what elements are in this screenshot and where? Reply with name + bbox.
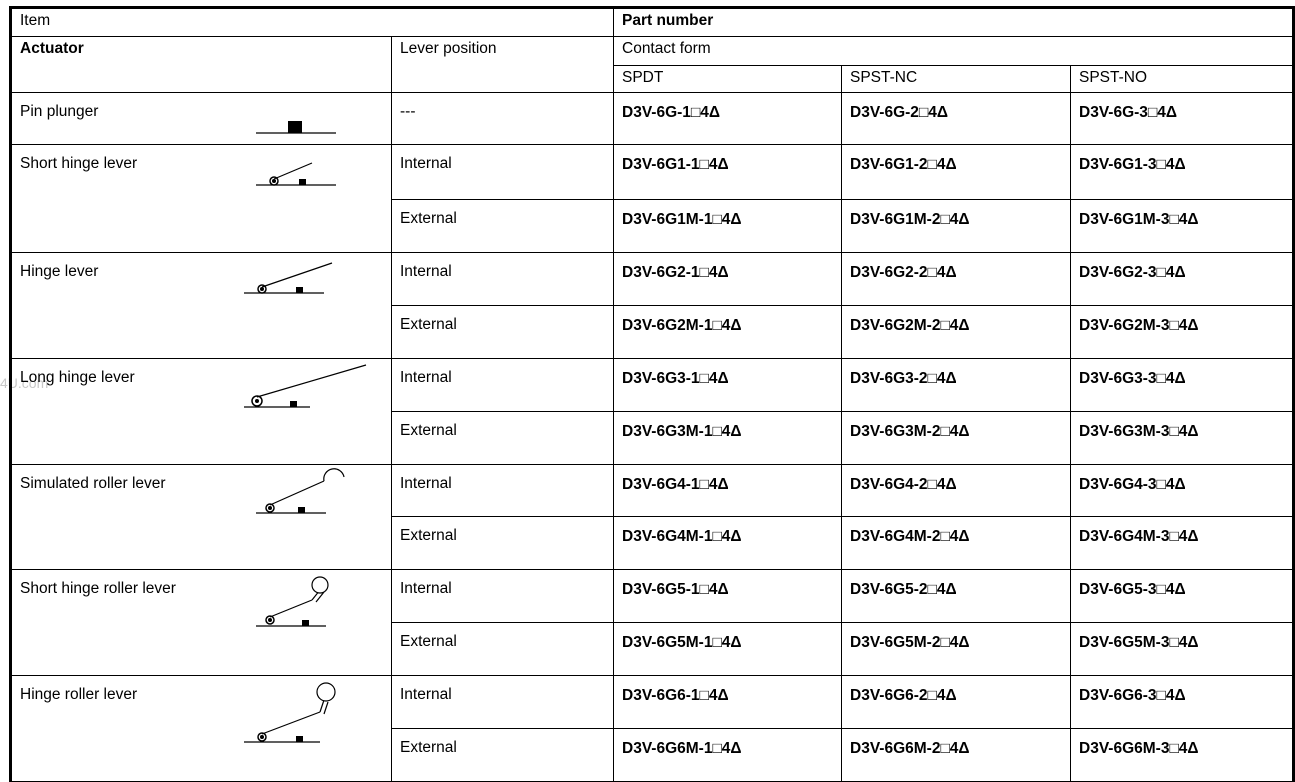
actuator-cell: Short hinge lever <box>9 143 392 253</box>
lever-position: Internal <box>391 143 614 201</box>
part-number-spst-nc: D3V-6G4-2□4Δ <box>841 463 1071 518</box>
part-number-spst-no: D3V-6G1-3□4Δ <box>1069 143 1295 201</box>
header-part-number: Part number <box>612 6 1295 37</box>
lever-position: Internal <box>391 357 614 412</box>
actuator-cell: Pin plunger <box>9 92 392 145</box>
actuator-label: Pin plunger <box>20 103 99 121</box>
part-number-spst-nc: D3V-6G2M-2□4Δ <box>841 304 1071 359</box>
actuator-label: Short hinge lever <box>20 154 138 172</box>
part-number-spdt: D3V-6G6-1□4Δ <box>613 675 842 729</box>
header-lever-position: Lever position <box>391 35 614 94</box>
part-number-spst-no: D3V-6G3M-3□4Δ <box>1069 410 1295 465</box>
part-number-spst-nc: D3V-6G5-2□4Δ <box>841 569 1071 624</box>
header-contact-form: Contact form <box>612 35 1295 66</box>
simulated-roller-lever-icon <box>256 467 345 514</box>
lever-position: External <box>391 727 614 782</box>
part-number-spst-no: D3V-6G6M-3□4Δ <box>1069 727 1295 782</box>
part-number-spst-no: D3V-6G5-3□4Δ <box>1069 569 1295 624</box>
part-number-spst-no: D3V-6G-3□4Δ <box>1069 92 1295 145</box>
part-number-spdt: D3V-6G6M-1□4Δ <box>613 727 842 782</box>
part-number-spdt: D3V-6G2-1□4Δ <box>613 251 842 306</box>
part-number-spst-no: D3V-6G6-3□4Δ <box>1069 675 1295 729</box>
long-hinge-lever-icon <box>244 364 367 408</box>
hinge-roller-lever-icon <box>244 682 336 743</box>
short-hinge-roller-lever-icon <box>256 576 329 627</box>
lever-position: Internal <box>391 569 614 624</box>
part-number-spst-nc: D3V-6G1-2□4Δ <box>841 143 1071 201</box>
part-number-spst-no: D3V-6G2-3□4Δ <box>1069 251 1295 306</box>
header-actuator: Actuator <box>9 35 392 94</box>
lever-position: --- <box>391 92 614 145</box>
actuator-label: Simulated roller lever <box>20 474 166 492</box>
actuator-cell: Short hinge roller lever <box>9 569 392 677</box>
part-number-spdt: D3V-6G4-1□4Δ <box>613 463 842 518</box>
part-number-spst-no: D3V-6G1M-3□4Δ <box>1069 199 1295 253</box>
part-number-spst-no: D3V-6G3-3□4Δ <box>1069 357 1295 412</box>
part-number-spst-nc: D3V-6G-2□4Δ <box>841 92 1071 145</box>
part-number-spst-no: D3V-6G4-3□4Δ <box>1069 463 1295 518</box>
lever-position: Internal <box>391 463 614 518</box>
header-item: Item <box>9 6 614 37</box>
actuator-cell: Simulated roller lever <box>9 463 392 571</box>
part-number-spst-nc: D3V-6G6M-2□4Δ <box>841 727 1071 782</box>
lever-position: External <box>391 304 614 359</box>
actuator-label: Long hinge lever <box>20 368 135 386</box>
header-spst-nc: SPST-NC <box>841 64 1071 94</box>
lever-position: External <box>391 410 614 465</box>
short-hinge-lever-icon <box>256 162 336 186</box>
part-number-spst-nc: D3V-6G3M-2□4Δ <box>841 410 1071 465</box>
actuator-cell: Hinge roller lever <box>9 675 392 782</box>
actuator-label: Short hinge roller lever <box>20 580 176 598</box>
part-number-spst-nc: D3V-6G6-2□4Δ <box>841 675 1071 729</box>
actuator-label: Hinge lever <box>20 262 99 280</box>
part-number-spst-nc: D3V-6G5M-2□4Δ <box>841 622 1071 677</box>
lever-position: Internal <box>391 675 614 729</box>
actuator-cell: Long hinge lever <box>9 357 392 465</box>
header-spst-no: SPST-NO <box>1069 64 1295 94</box>
part-number-spst-nc: D3V-6G1M-2□4Δ <box>841 199 1071 253</box>
lever-position: External <box>391 199 614 253</box>
lever-position: External <box>391 516 614 571</box>
actuator-cell: Hinge lever <box>9 251 392 359</box>
part-number-spdt: D3V-6G1M-1□4Δ <box>613 199 842 253</box>
part-number-spdt: D3V-6G5-1□4Δ <box>613 569 842 624</box>
header-spdt: SPDT <box>613 64 842 94</box>
part-number-spdt: D3V-6G2M-1□4Δ <box>613 304 842 359</box>
part-number-spst-nc: D3V-6G2-2□4Δ <box>841 251 1071 306</box>
part-number-spst-no: D3V-6G5M-3□4Δ <box>1069 622 1295 677</box>
part-number-spst-no: D3V-6G4M-3□4Δ <box>1069 516 1295 571</box>
part-number-spst-nc: D3V-6G4M-2□4Δ <box>841 516 1071 571</box>
lever-position: External <box>391 622 614 677</box>
part-number-spdt: D3V-6G3M-1□4Δ <box>613 410 842 465</box>
actuator-label: Hinge roller lever <box>20 686 138 704</box>
part-number-table: Item Part number Actuator Lever position… <box>9 6 1295 782</box>
part-number-spst-no: D3V-6G2M-3□4Δ <box>1069 304 1295 359</box>
part-number-spdt: D3V-6G1-1□4Δ <box>613 143 842 201</box>
part-number-spdt: D3V-6G4M-1□4Δ <box>613 516 842 571</box>
part-number-spdt: D3V-6G5M-1□4Δ <box>613 622 842 677</box>
lever-position: Internal <box>391 251 614 306</box>
part-number-spdt: D3V-6G-1□4Δ <box>613 92 842 145</box>
pin-plunger-icon <box>256 121 336 134</box>
part-number-spst-nc: D3V-6G3-2□4Δ <box>841 357 1071 412</box>
part-number-spdt: D3V-6G3-1□4Δ <box>613 357 842 412</box>
hinge-lever-icon <box>244 262 333 294</box>
